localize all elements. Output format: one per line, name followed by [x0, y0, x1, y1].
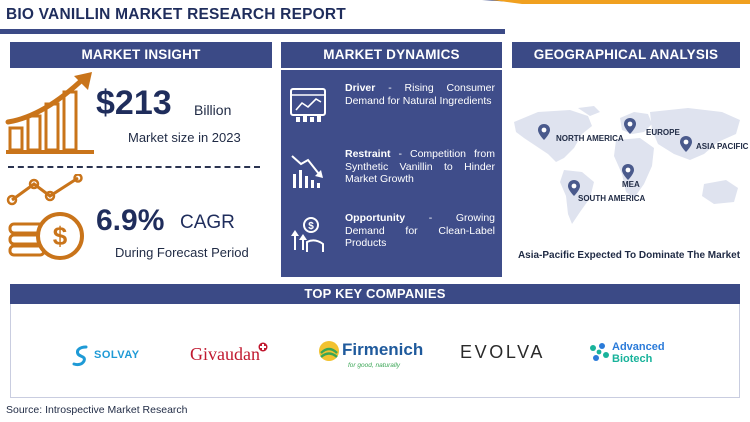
- driver-text: Driver - Rising Consumer Demand for Natu…: [345, 82, 495, 107]
- opportunity-text: Opportunity - Growing Demand for Clean-L…: [345, 212, 495, 250]
- region-mea: MEA: [622, 180, 640, 189]
- geographical-analysis-title: GEOGRAPHICAL ANALYSIS: [512, 42, 740, 68]
- molecule-icon: [590, 343, 609, 361]
- source-note: Source: Introspective Market Research: [6, 404, 188, 416]
- svg-text:$: $: [308, 221, 314, 232]
- europe-pin-icon: [624, 118, 636, 134]
- restraint-row: Restraint - Competition from Synthetic V…: [281, 148, 502, 210]
- mea-pin-icon: [622, 164, 634, 180]
- report-title: BIO VANILLIN MARKET RESEARCH REPORT: [6, 6, 346, 23]
- restraint-description: - Competition from Synthetic Vanillin to…: [345, 148, 495, 185]
- restraint-text: Restraint - Competition from Synthetic V…: [345, 148, 495, 186]
- report-header: BIO VANILLIN MARKET RESEARCH REPORT: [0, 0, 750, 34]
- south-america-pin-icon: [568, 180, 580, 196]
- biotech-wordmark: Biotech: [612, 353, 653, 365]
- givaudan-logo: Givaudan: [190, 340, 280, 368]
- dollar-coins-icon: $: [6, 174, 84, 260]
- growth-opportunity-icon: $: [291, 217, 324, 252]
- opportunity-row: $ Opportunity - Growing Demand for Clean…: [281, 212, 502, 274]
- market-size-value: $213: [96, 84, 172, 122]
- cagr-value: 6.9%: [96, 204, 165, 237]
- opportunity-heading: Opportunity: [345, 212, 406, 224]
- market-dynamics-title: MARKET DYNAMICS: [281, 42, 502, 68]
- evolva-logo: EVOLVA: [460, 342, 550, 364]
- firmenich-tagline: for good, naturally: [348, 362, 401, 369]
- solvay-wordmark: SOLVAY: [94, 349, 140, 361]
- region-south-america: SOUTH AMERICA: [578, 194, 646, 203]
- advanced-wordmark: Advanced: [612, 341, 665, 353]
- solvay-mark-icon: [72, 345, 88, 367]
- insight-divider: [8, 166, 260, 168]
- north-america-pin-icon: [538, 124, 550, 140]
- driver-heading: Driver: [345, 82, 376, 94]
- world-map: [514, 106, 740, 224]
- solvay-logo: SOLVAY: [72, 344, 152, 368]
- region-europe: EUROPE: [646, 128, 680, 137]
- top-companies-title: TOP KEY COMPANIES: [10, 284, 740, 304]
- market-size-unit: Billion: [194, 102, 232, 118]
- cagr-label: CAGR: [180, 212, 235, 233]
- geographical-caption: Asia-Pacific Expected To Dominate The Ma…: [517, 250, 741, 261]
- opportunity-description: - Growing Demand for Clean-Label Product…: [345, 212, 495, 249]
- header-underline: [0, 29, 505, 34]
- driver-row: Driver - Rising Consumer Demand for Natu…: [281, 82, 502, 144]
- restraint-heading: Restraint: [345, 148, 391, 160]
- svg-text:$: $: [53, 221, 68, 251]
- evolva-wordmark: EVOLVA: [460, 342, 545, 362]
- firmenich-sun-icon: [319, 341, 339, 361]
- givaudan-emblem-icon: [258, 342, 268, 352]
- asia-pacific-pin-icon: [680, 136, 692, 152]
- driver-description: - Rising Consumer Demand for Natural Ing…: [345, 82, 495, 107]
- market-dynamics-panel: Driver - Rising Consumer Demand for Natu…: [281, 70, 502, 277]
- declining-chart-icon: [291, 155, 323, 188]
- firmenich-wordmark: Firmenich: [342, 340, 424, 359]
- market-size-caption: Market size in 2023: [128, 130, 241, 145]
- cagr-caption: During Forecast Period: [115, 245, 249, 260]
- givaudan-wordmark: Givaudan: [190, 344, 260, 364]
- chart-analysis-icon: [290, 88, 326, 122]
- growth-chart-icon: [5, 72, 94, 154]
- firmenich-logo: Firmenich for good, naturally: [318, 338, 423, 372]
- header-decoration: [482, 0, 750, 34]
- market-insight-title: MARKET INSIGHT: [10, 42, 272, 68]
- region-asia-pacific: ASIA PACIFIC: [696, 142, 749, 151]
- advanced-biotech-logo: Advanced Biotech: [588, 340, 688, 370]
- region-north-america: NORTH AMERICA: [556, 134, 624, 143]
